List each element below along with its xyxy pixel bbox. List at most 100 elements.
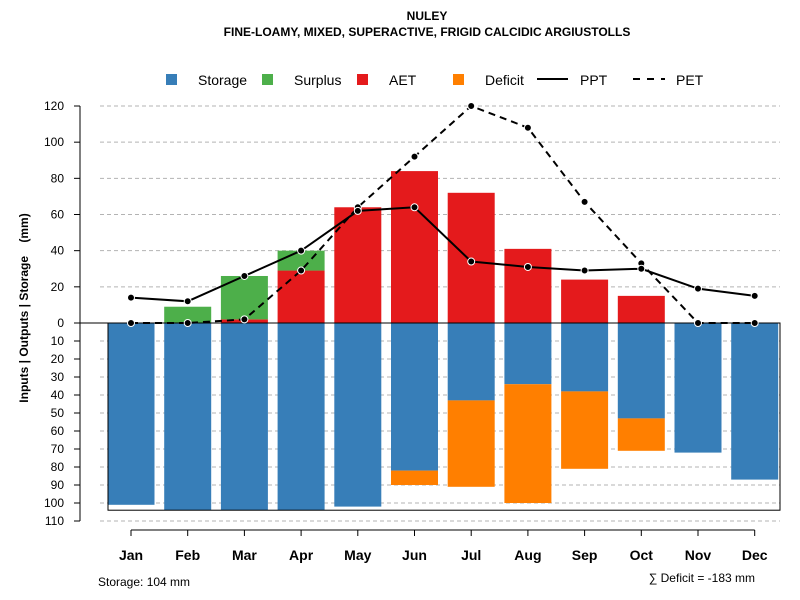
y-tick-label-upper: 60	[51, 208, 65, 222]
deficit-bar-jun	[391, 470, 438, 485]
axes	[74, 105, 756, 536]
series-lines	[127, 102, 759, 327]
x-tick-label-oct: Oct	[630, 547, 654, 563]
storage-bar-jun	[391, 323, 438, 471]
storage-bar-jul	[447, 323, 495, 401]
ppt-point-jul	[467, 257, 476, 266]
storage-note: Storage: 104 mm	[98, 575, 190, 589]
aet-bar-oct	[617, 295, 665, 323]
pet-point-jul	[467, 102, 476, 110]
x-tick-label-jun: Jun	[402, 547, 427, 563]
storage-bar-feb	[164, 323, 212, 511]
x-tick-label-aug: Aug	[514, 547, 541, 563]
legend-label-aet: AET	[389, 72, 417, 88]
legend-swatch-deficit	[453, 74, 464, 85]
x-tick-label-jan: Jan	[119, 547, 143, 563]
x-tick-label-dec: Dec	[742, 547, 768, 563]
pet-point-sep	[580, 197, 589, 206]
bars	[107, 171, 779, 511]
y-tick-label-lower: 10	[51, 334, 65, 348]
storage-bar-may	[334, 323, 382, 507]
aet-bar-apr	[277, 270, 325, 323]
x-tick-label-may: May	[344, 547, 371, 563]
ppt-point-apr	[297, 246, 306, 255]
deficit-bar-oct	[617, 418, 665, 451]
y-axis-label: Inputs | Outputs | Storage (mm)	[17, 213, 31, 402]
pet-point-nov	[694, 319, 702, 327]
ppt-point-may	[353, 206, 362, 215]
legend-swatch-storage	[166, 74, 177, 85]
y-tick-label-lower: 60	[51, 424, 65, 438]
ppt-point-jun	[410, 203, 419, 212]
x-tick-label-apr: Apr	[289, 547, 314, 563]
ppt-point-mar	[240, 271, 249, 280]
x-tick-label-feb: Feb	[175, 547, 200, 563]
legend-label-surplus: Surplus	[294, 72, 341, 88]
storage-bar-jan	[107, 323, 155, 505]
legend-label-storage: Storage	[198, 72, 247, 88]
pet-point-apr	[297, 266, 306, 275]
x-tick-label-mar: Mar	[232, 547, 257, 563]
y-tick-label-lower: 80	[51, 460, 65, 474]
x-tick-label-sep: Sep	[572, 547, 598, 563]
y-tick-label-upper: 0	[57, 316, 64, 330]
y-tick-label-lower: 40	[51, 388, 65, 402]
y-tick-label-upper: 80	[51, 171, 65, 185]
pet-point-jan	[127, 319, 135, 327]
y-tick-label-lower: 50	[51, 406, 65, 420]
ppt-point-feb	[183, 297, 192, 306]
pet-point-mar	[240, 315, 249, 324]
tick-labels: 0 20 40 60 80 100 120 10 20 30 40 50 60 70 80 90 100 110 J…	[44, 99, 768, 563]
y-tick-label-upper: 100	[44, 135, 64, 149]
deficit-note: ∑ Deficit = -183 mm	[649, 571, 755, 585]
storage-bar-sep	[561, 323, 609, 392]
aet-bar-sep	[561, 279, 609, 323]
ppt-point-aug	[523, 262, 532, 271]
y-tick-label-lower: 20	[51, 352, 65, 366]
ppt-line	[130, 206, 755, 303]
legend: Storage Surplus AET Deficit PPT PET	[166, 72, 704, 88]
pet-point-feb	[183, 319, 192, 327]
legend-label-pet: PET	[676, 72, 704, 88]
pet-point-jun	[410, 152, 419, 161]
storage-bar-mar	[220, 323, 268, 511]
ppt-point-jan	[127, 293, 135, 302]
pet-line	[131, 104, 755, 324]
legend-swatch-surplus	[262, 74, 273, 85]
aet-bar-aug	[504, 248, 552, 323]
deficit-bar-sep	[561, 391, 609, 469]
storage-bar-nov	[674, 323, 722, 453]
y-tick-label-upper: 20	[51, 280, 65, 294]
storage-bar-oct	[617, 323, 665, 419]
aet-bar-may	[334, 207, 382, 323]
ppt-point-oct	[637, 264, 646, 273]
deficit-bar-aug	[504, 384, 552, 503]
storage-bar-apr	[277, 323, 325, 511]
surplus-bar-feb	[164, 306, 212, 323]
storage-bar-aug	[504, 323, 552, 385]
y-tick-label-lower: 70	[51, 442, 65, 456]
storage-bar-dec	[731, 323, 779, 480]
y-tick-label-upper: 120	[44, 99, 64, 113]
grid-lines	[100, 105, 780, 522]
legend-label-ppt: PPT	[580, 72, 608, 88]
aet-bar-jun	[391, 171, 438, 323]
ppt-point-nov	[694, 284, 702, 293]
chart-title: NULEY	[407, 9, 448, 23]
legend-label-deficit: Deficit	[485, 72, 524, 88]
x-tick-label-jul: Jul	[461, 547, 481, 563]
y-tick-label-lower: 90	[51, 478, 65, 492]
y-tick-label-lower: 30	[51, 370, 65, 384]
y-tick-label-lower: 110	[45, 514, 64, 528]
pet-point-aug	[523, 123, 532, 132]
legend-swatch-aet	[357, 74, 368, 85]
chart-subtitle: FINE-LOAMY, MIXED, SUPERACTIVE, FRIGID C…	[224, 25, 631, 39]
x-tick-label-nov: Nov	[685, 547, 712, 563]
ppt-point-dec	[750, 291, 759, 300]
y-tick-label-upper: 40	[51, 244, 65, 258]
deficit-bar-jul	[447, 400, 495, 487]
pet-point-dec	[750, 319, 759, 327]
ppt-point-sep	[580, 266, 589, 275]
y-tick-label-lower: 100	[44, 496, 64, 510]
